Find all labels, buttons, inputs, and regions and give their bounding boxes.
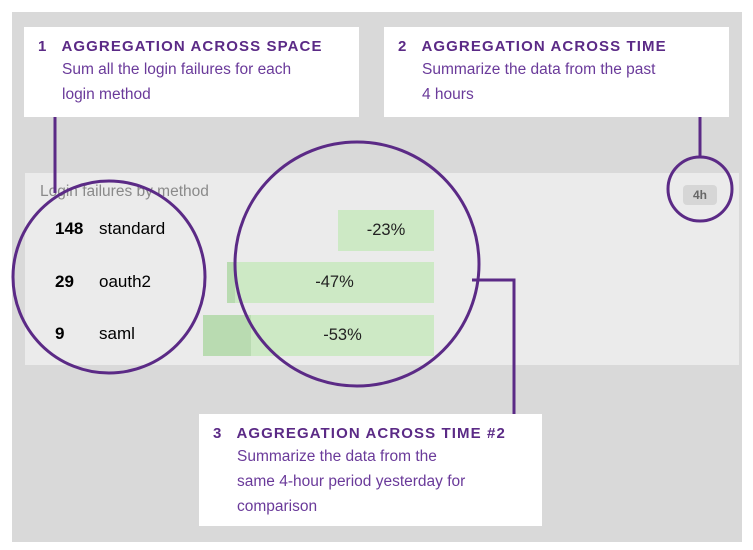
callout-desc-line: Sum all the login failures for each	[62, 61, 292, 78]
callout-number: 2	[398, 38, 408, 55]
change-bar-oauth2: -47%	[235, 262, 434, 303]
callout-title: AGGREGATION ACROSS TIME	[421, 38, 667, 55]
change-label-oauth2: -47%	[315, 273, 354, 291]
callout-desc-line: 4 hours	[422, 86, 474, 103]
callout-title: AGGREGATION ACROSS SPACE	[61, 38, 323, 55]
callout-desc-line: same 4-hour period yesterday for	[237, 473, 466, 490]
change-bar-saml: -53%	[251, 315, 434, 356]
highlight-circle-time-2	[233, 140, 481, 388]
callout-aggregation-time-2: 3 AGGREGATION ACROSS TIME #2 Summarize t…	[199, 414, 542, 526]
change-bar-edge-oauth2	[227, 262, 237, 303]
callout-desc-line: login method	[62, 86, 151, 103]
login-failures-panel: Login failures by method 4h 148 standard…	[25, 173, 739, 365]
row-count-saml: 9	[55, 324, 65, 343]
callout-aggregation-time: 2 AGGREGATION ACROSS TIME Summarize the …	[384, 27, 729, 117]
connector-line-time-2	[472, 278, 516, 414]
change-label-saml: -53%	[323, 326, 362, 344]
row-count-oauth2: 29	[55, 272, 74, 291]
change-bar-standard: -23%	[338, 210, 434, 251]
row-method-standard: standard	[99, 219, 166, 238]
highlight-circle-time	[666, 155, 734, 223]
callout-aggregation-space: 1 AGGREGATION ACROSS SPACE Sum all the l…	[24, 27, 359, 117]
highlight-circle-space	[11, 179, 207, 375]
panel-title: Login failures by method	[40, 183, 209, 200]
callout-heading: 1 AGGREGATION ACROSS SPACE	[38, 38, 345, 55]
callout-desc-line: Summarize the data from the past	[422, 61, 656, 78]
callout-description: Summarize the data from the same 4-hour …	[213, 444, 528, 519]
row-count-standard: 148	[55, 219, 84, 238]
callout-number: 1	[38, 38, 48, 55]
callout-description: Summarize the data from the past 4 hours	[398, 57, 715, 107]
time-range-badge[interactable]: 4h	[683, 185, 717, 205]
callout-number: 3	[213, 425, 223, 442]
callout-title: AGGREGATION ACROSS TIME #2	[236, 425, 506, 442]
change-label-standard: -23%	[366, 221, 406, 239]
callout-desc-line: comparison	[237, 498, 318, 515]
change-bar-edge-saml	[203, 315, 253, 356]
row-method-oauth2: oauth2	[99, 272, 151, 291]
callout-desc-line: Summarize the data from the	[237, 448, 437, 465]
callout-description: Sum all the login failures for each logi…	[38, 57, 345, 107]
row-method-saml: saml	[99, 324, 135, 343]
callout-heading: 3 AGGREGATION ACROSS TIME #2	[213, 425, 528, 442]
callout-heading: 2 AGGREGATION ACROSS TIME	[398, 38, 715, 55]
